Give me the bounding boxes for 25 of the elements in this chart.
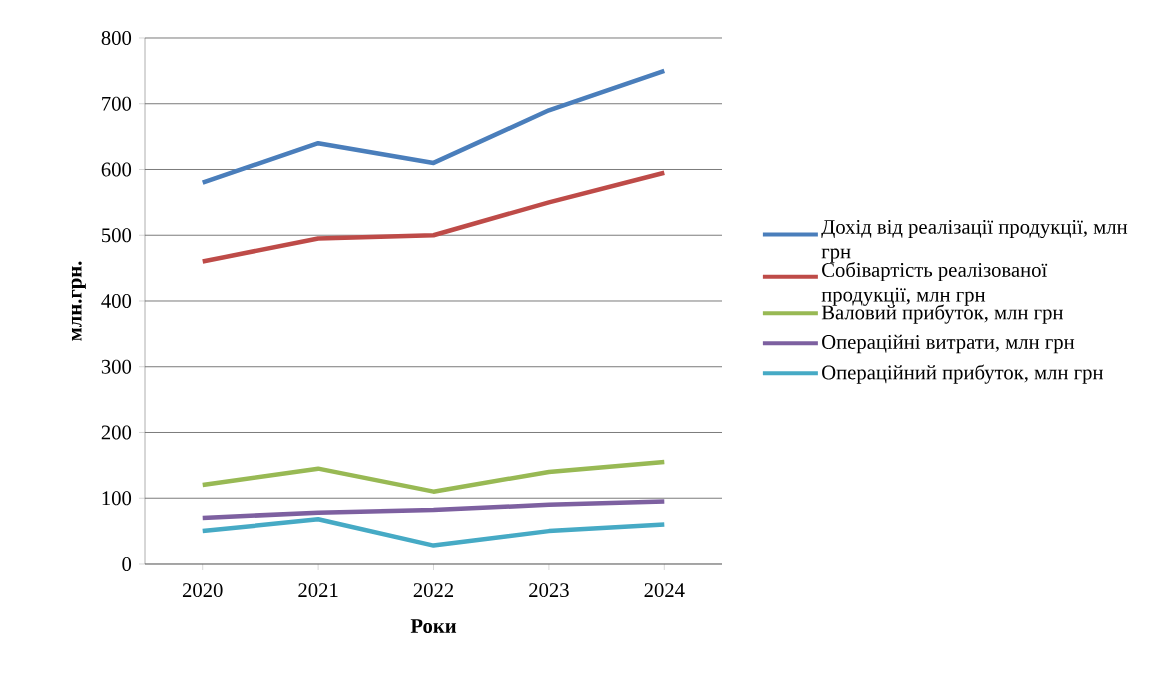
y-tick-label: 700 bbox=[102, 96, 132, 111]
y-tick-label: 300 bbox=[101, 359, 132, 374]
line-series bbox=[200, 499, 667, 521]
x-axis-title: Роки bbox=[410, 619, 457, 633]
line-series bbox=[200, 68, 667, 185]
y-axis-title: млн.грн. bbox=[71, 261, 86, 341]
line-series bbox=[200, 517, 667, 548]
legend-label: Операційний прибуток, млн грн bbox=[822, 364, 1104, 384]
x-tick-label: 2021 bbox=[298, 583, 338, 598]
y-tick-label: 0 bbox=[122, 557, 132, 571]
y-tick-label: 600 bbox=[101, 162, 132, 177]
legend-label: Дохід від реалізації продукції, млн грн bbox=[821, 219, 1128, 263]
x-tick-label: 2020 bbox=[182, 583, 223, 598]
legend-label: Операційні витрати, млн грн bbox=[822, 334, 1075, 354]
y-tick-label: 100 bbox=[102, 491, 132, 506]
legend-label: Валовий прибуток, млн грн bbox=[821, 304, 1064, 324]
y-tick-label: 200 bbox=[101, 425, 132, 440]
y-tick-label: 400 bbox=[101, 294, 132, 308]
line-series bbox=[200, 170, 667, 264]
line-series bbox=[200, 459, 667, 494]
x-tick-label: 2023 bbox=[529, 583, 569, 598]
x-tick-label: 2022 bbox=[413, 583, 454, 598]
x-tick-label: 2024 bbox=[644, 583, 685, 598]
y-tick-label: 500 bbox=[102, 228, 132, 243]
y-tick-label: 800 bbox=[101, 31, 132, 45]
